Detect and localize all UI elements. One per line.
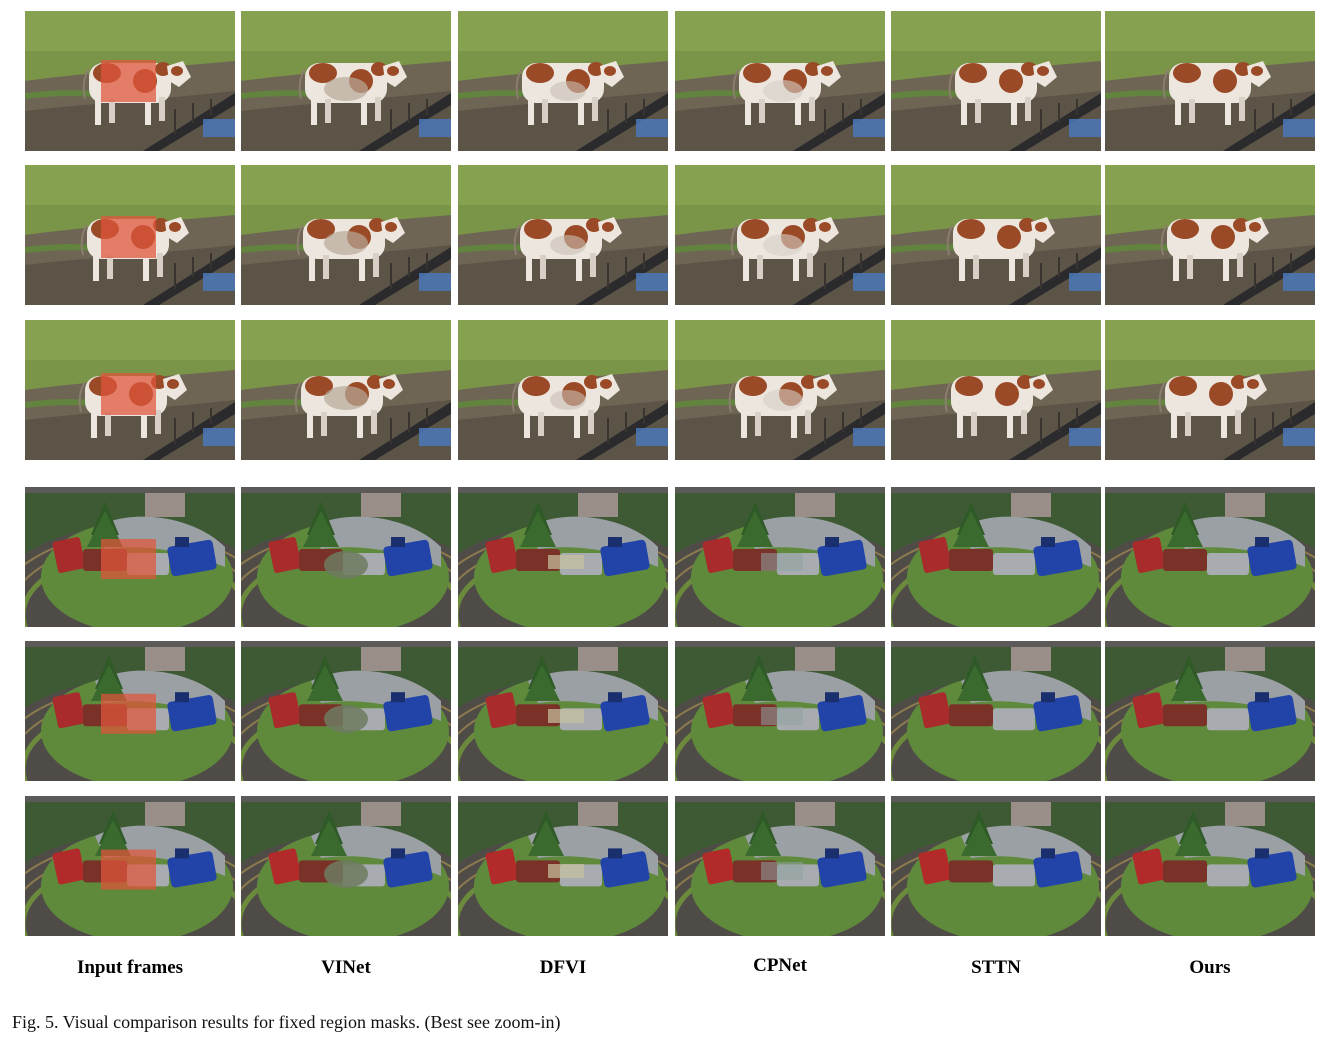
cow-frame-image (25, 320, 235, 460)
cow-frame-image (1105, 165, 1315, 305)
train-frame-image (458, 796, 668, 936)
train-frame-image (458, 487, 668, 627)
train-frame-image (25, 796, 235, 936)
cow-frame-image (1105, 11, 1315, 151)
train-frame-image (1105, 487, 1315, 627)
cow-frame-image (891, 165, 1101, 305)
train-frame-image (1105, 796, 1315, 936)
column-label: Input frames (76, 957, 184, 978)
cow-frame-image (458, 165, 668, 305)
train-frame-image (458, 641, 668, 781)
cow-frame-image (241, 11, 451, 151)
train-frame-image (675, 487, 885, 627)
train-frame-image (241, 487, 451, 627)
train-frame-image (25, 487, 235, 627)
column-label: CPNet (753, 955, 807, 976)
train-frame-image (891, 487, 1101, 627)
train-frame-image (675, 796, 885, 936)
train-frame-image (891, 641, 1101, 781)
cow-frame-image (25, 11, 235, 151)
cow-frame-image (25, 165, 235, 305)
cow-frame-image (458, 320, 668, 460)
column-label: DFVI (539, 957, 587, 978)
train-frame-image (1105, 641, 1315, 781)
cow-frame-image (675, 320, 885, 460)
cow-frame-image (675, 165, 885, 305)
cow-frame-image (891, 320, 1101, 460)
figure-caption: Fig. 5. Visual comparison results for fi… (12, 1012, 561, 1032)
cow-frame-image (241, 320, 451, 460)
column-label: VINet (321, 957, 371, 978)
cow-frame-image (891, 11, 1101, 151)
cow-frame-image (1105, 320, 1315, 460)
train-frame-image (25, 641, 235, 781)
train-frame-image (891, 796, 1101, 936)
column-label: STTN (971, 957, 1021, 978)
train-frame-image (675, 641, 885, 781)
cow-frame-image (458, 11, 668, 151)
cow-frame-image (675, 11, 885, 151)
column-label: Ours (1189, 957, 1231, 978)
train-frame-image (241, 641, 451, 781)
train-frame-image (241, 796, 451, 936)
cow-frame-image (241, 165, 451, 305)
